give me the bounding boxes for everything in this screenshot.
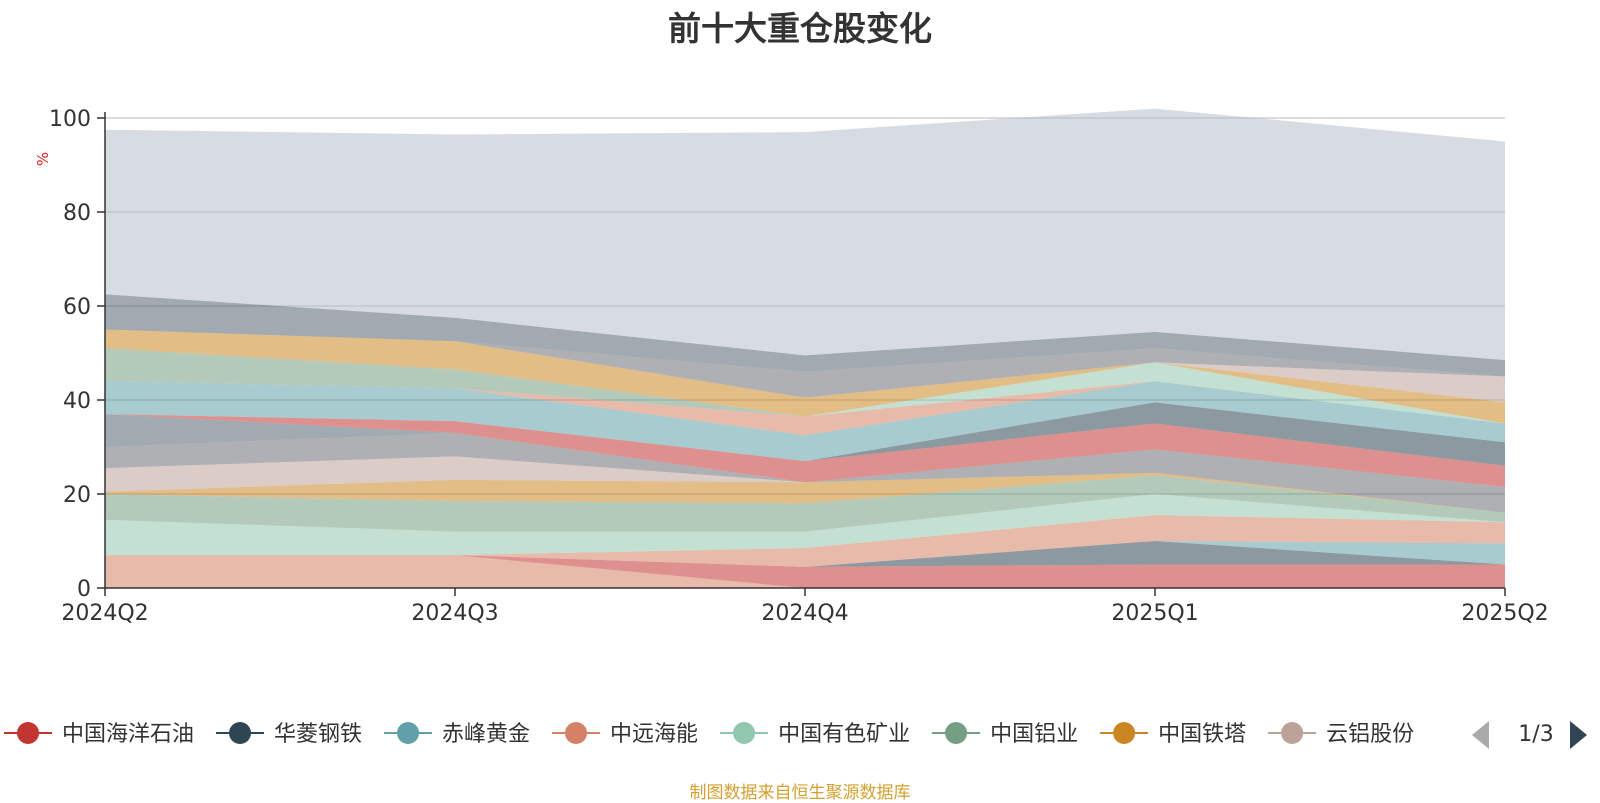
legend-marker [1281, 722, 1304, 744]
legend-marker [1113, 722, 1136, 744]
legend-item[interactable]: 中国海洋石油 [4, 722, 194, 747]
source-note: 制图数据来自恒生聚源数据库 [689, 783, 911, 803]
legend-label: 中国有色矿业 [778, 722, 910, 747]
legend-marker [945, 722, 968, 744]
area-band [105, 329, 1505, 424]
legend-item[interactable]: 赤峰黄金 [384, 722, 530, 747]
area-band [105, 541, 1505, 567]
legend-next-page-icon[interactable] [1570, 721, 1587, 749]
legend-marker [397, 722, 420, 744]
legend-label: 中远海能 [610, 722, 698, 747]
y-tick-label: 20 [63, 483, 91, 508]
chart-title: 前十大重仓股变化 [668, 9, 932, 48]
area-band [105, 541, 1505, 567]
x-tick-label: 2024Q2 [61, 601, 148, 626]
y-tick-label: 40 [63, 389, 91, 414]
legend-marker [17, 722, 39, 744]
y-tick-label: 60 [63, 295, 91, 320]
axes: 0 20 40 60 80 100 2024Q2 2024Q3 2024Q4 2025Q1 2025… [49, 107, 1549, 626]
legend-marker [229, 722, 252, 744]
area-band [105, 515, 1505, 567]
x-tick-label: 2024Q3 [411, 601, 498, 626]
area-band [105, 494, 1505, 556]
area-series [105, 108, 1505, 588]
area-band [105, 348, 1505, 424]
y-tick-label: 80 [63, 201, 91, 226]
legend-label: 中国铁塔 [1158, 722, 1246, 747]
legend-marker [565, 722, 588, 744]
x-tick-label: 2024Q4 [761, 601, 848, 626]
x-tick-label: 2025Q1 [1111, 601, 1198, 626]
y-tick-label: 0 [77, 577, 91, 602]
legend-item[interactable]: 中远海能 [552, 722, 698, 747]
legend-label: 云铝股份 [1326, 722, 1414, 747]
legend-label: 赤峰黄金 [442, 722, 530, 747]
legend-prev-page-icon[interactable] [1472, 721, 1489, 749]
legend-label: 中国铝业 [990, 722, 1078, 747]
legend-label: 中国海洋石油 [62, 722, 194, 747]
area-band [105, 381, 1505, 462]
area-band [105, 381, 1505, 436]
legend-item[interactable]: 中国有色矿业 [720, 722, 910, 747]
area-band [105, 329, 1505, 398]
area-band [105, 414, 1505, 487]
x-tick-label: 2025Q2 [1461, 601, 1548, 626]
area-band [105, 472, 1505, 513]
legend-item[interactable]: 云铝股份 [1268, 722, 1414, 747]
area-band [105, 432, 1505, 513]
area-band [105, 108, 1505, 361]
legend-page-indicator: 1/3 [1518, 722, 1553, 747]
area-band [105, 294, 1505, 377]
area-band [105, 456, 1505, 513]
legend-item[interactable]: 中国铁塔 [1100, 722, 1246, 747]
area-band [105, 402, 1505, 466]
area-band [105, 555, 1505, 588]
legend-label: 华菱钢铁 [274, 722, 362, 747]
area-band [105, 362, 1505, 424]
legend-marker [733, 722, 756, 744]
area-band [105, 555, 1505, 588]
legend-item[interactable]: 华菱钢铁 [216, 722, 362, 747]
legend: 中国海洋石油 华菱钢铁 赤峰黄金 中远海能 中国有色矿业 中国铝业 中国铁塔 云铝股份 1/3 [4, 721, 1587, 749]
y-tick-label: 100 [49, 107, 91, 132]
area-band [105, 329, 1505, 403]
legend-item[interactable]: 中国铝业 [932, 722, 1078, 747]
